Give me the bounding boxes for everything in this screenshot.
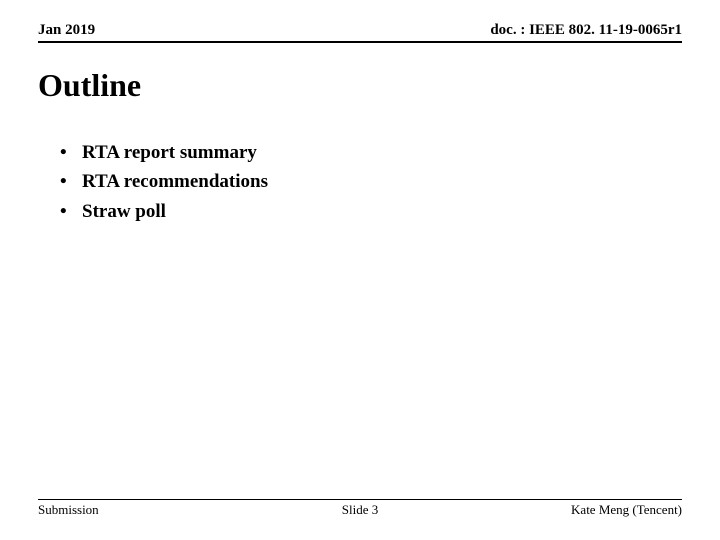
footer-author: Kate Meng (Tencent) — [467, 502, 682, 518]
bullet-item: RTA recommendations — [60, 167, 682, 196]
header-docref: doc. : IEEE 802. 11-19-0065r1 — [490, 22, 682, 39]
slide-title: Outline — [38, 67, 682, 104]
header-date: Jan 2019 — [38, 22, 95, 39]
slide-header: Jan 2019 doc. : IEEE 802. 11-19-0065r1 — [38, 22, 682, 43]
bullet-item: Straw poll — [60, 197, 682, 226]
slide-container: Jan 2019 doc. : IEEE 802. 11-19-0065r1 O… — [0, 0, 720, 540]
bullet-list: RTA report summary RTA recommendations S… — [38, 138, 682, 226]
bullet-item: RTA report summary — [60, 138, 682, 167]
footer-slide-number: Slide 3 — [253, 502, 468, 518]
slide-footer: Submission Slide 3 Kate Meng (Tencent) — [38, 499, 682, 518]
footer-submission: Submission — [38, 502, 253, 518]
